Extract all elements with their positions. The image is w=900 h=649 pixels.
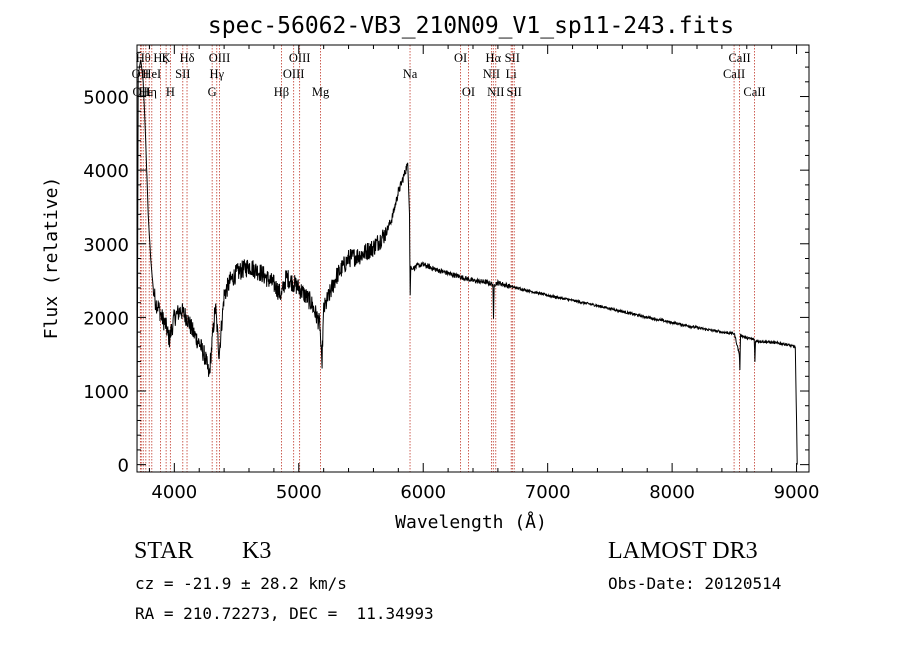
line-marker-label: G <box>208 85 217 99</box>
survey-label: LAMOST DR3 <box>608 538 758 564</box>
coords-text: RA = 210.72273, DEC = 11.34993 <box>135 604 434 623</box>
line-marker-label: Hγ <box>209 67 224 81</box>
line-marker-label: Hζ <box>153 51 167 65</box>
line-marker-label: Na <box>403 67 418 81</box>
y-tick-label: 1000 <box>83 382 129 403</box>
y-axis-label: Flux (relative) <box>41 177 62 340</box>
line-marker-label: SII <box>505 51 520 65</box>
x-tick-label: 6000 <box>400 482 446 503</box>
line-marker-label: CaII <box>723 67 745 81</box>
chart-title: spec-56062-VB3_210N09_V1_sp11-243.fits <box>208 13 734 39</box>
y-tick-label: 0 <box>118 456 129 477</box>
axis-ticks: 4000 5000 6000 7000 8000 9000 0 1000 2000 3000 400… <box>83 45 819 503</box>
line-marker-label: Hθ <box>136 51 151 65</box>
line-marker-label: OIII <box>289 51 311 65</box>
line-marker-label: CaII <box>743 85 765 99</box>
object-class: STAR <box>134 538 194 564</box>
y-tick-label: 5000 <box>83 88 129 109</box>
spectrum-line <box>136 59 798 465</box>
line-marker-label: Hη <box>141 85 157 99</box>
object-subclass: K3 <box>242 538 272 564</box>
spectrum-series <box>136 59 798 465</box>
line-marker-label: Hβ <box>274 85 289 99</box>
line-marker-label: H <box>166 85 175 99</box>
line-marker-label: Hα <box>485 51 501 65</box>
line-markers: OIIOIIHθHεHηHeIHζKHSIIHδGHγOIIIHβOIIIOII… <box>132 45 766 472</box>
x-tick-label: 8000 <box>649 482 695 503</box>
line-marker-label: Hδ <box>180 51 195 65</box>
line-marker-label: OIII <box>283 67 305 81</box>
line-marker-label: NII <box>487 85 504 99</box>
x-axis-label: Wavelength (Å) <box>395 511 547 533</box>
line-marker-label: Li <box>506 67 518 81</box>
line-marker-label: OII <box>132 67 149 81</box>
x-tick-label: 5000 <box>276 482 322 503</box>
x-tick-label: 4000 <box>151 482 197 503</box>
obs-date-text: Obs-Date: 20120514 <box>608 574 782 593</box>
line-marker-label: Mg <box>312 85 330 99</box>
y-tick-label: 2000 <box>83 308 129 329</box>
x-tick-label: 7000 <box>525 482 571 503</box>
line-marker-label: K <box>162 51 171 65</box>
redshift-text: cz = -21.9 ± 28.2 km/s <box>135 574 347 593</box>
line-marker-label: OIII <box>209 51 231 65</box>
y-tick-label: 3000 <box>83 235 129 256</box>
line-marker-label: OI <box>454 51 467 65</box>
line-marker-label: OI <box>462 85 475 99</box>
line-marker-label: HeI <box>142 67 161 81</box>
line-marker-label: SII <box>507 85 522 99</box>
line-marker-label: CaII <box>728 51 750 65</box>
line-marker-label: NII <box>483 67 500 81</box>
line-marker-label: SII <box>175 67 190 81</box>
y-tick-label: 4000 <box>83 161 129 182</box>
plot-frame <box>136 44 810 473</box>
x-tick-label: 9000 <box>774 482 820 503</box>
